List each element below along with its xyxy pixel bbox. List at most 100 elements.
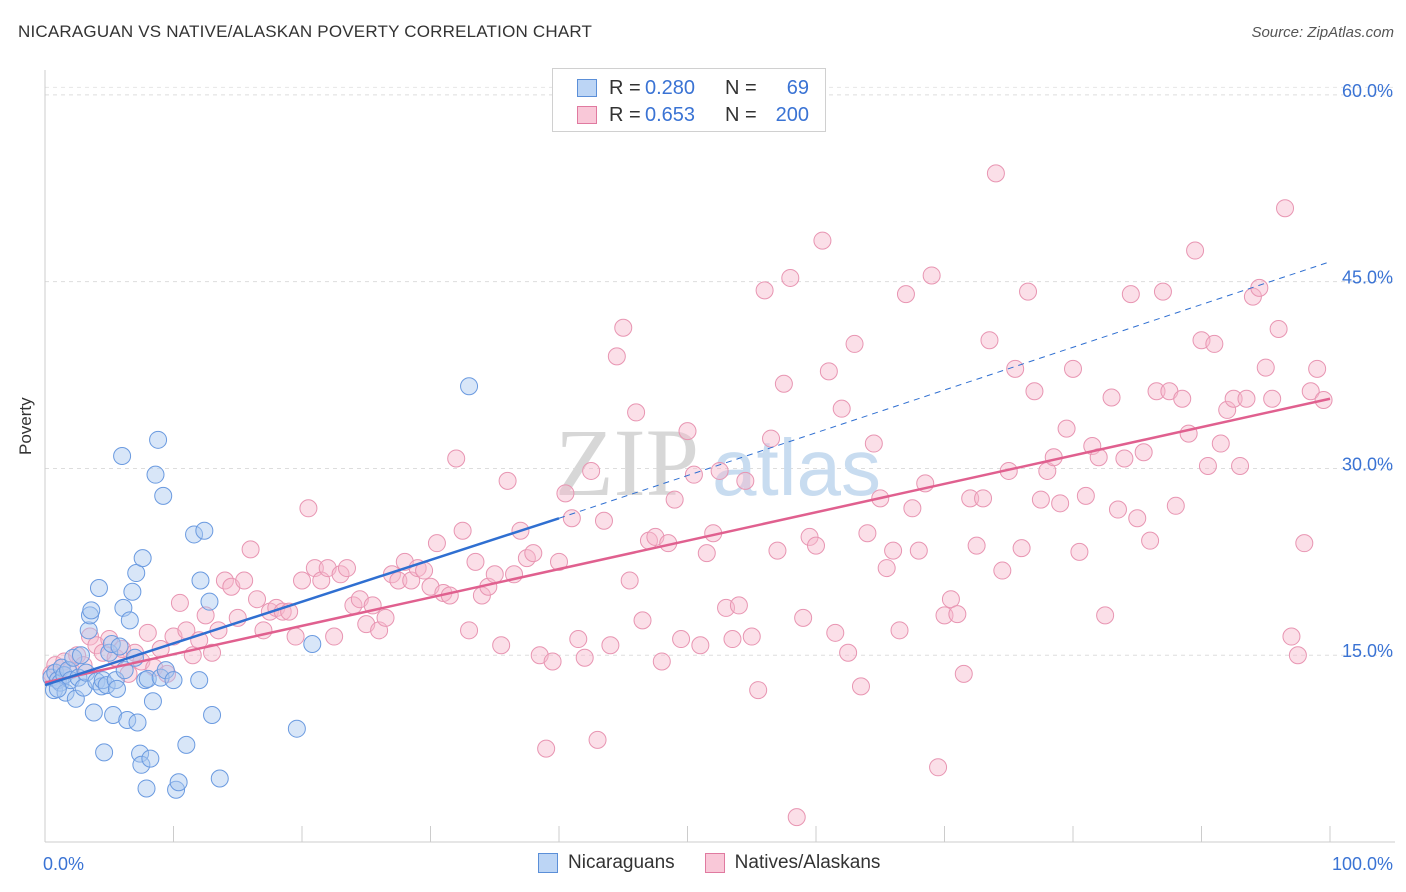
data-point-native — [1147, 382, 1166, 401]
data-point-nicaraguan — [185, 525, 204, 544]
data-point-native — [293, 571, 311, 590]
data-point-nicaraguan — [71, 646, 90, 665]
data-point-nicaraguan — [177, 735, 196, 754]
data-point-native — [235, 571, 254, 590]
data-point-nicaraguan — [113, 447, 132, 465]
data-point-nicaraguan — [195, 521, 214, 540]
data-point-native — [986, 164, 1005, 183]
data-point-native — [929, 758, 948, 777]
data-point-native — [909, 541, 928, 560]
data-point-native — [742, 627, 761, 646]
data-point-native — [601, 636, 620, 655]
data-point-nicaraguan — [156, 661, 175, 680]
legend-r-label: R = — [609, 76, 641, 99]
trend-line-natives — [44, 397, 1331, 684]
data-point-native — [858, 524, 877, 543]
data-point-nicaraguan — [149, 430, 168, 449]
data-point-native — [1134, 443, 1153, 462]
legend-item-natives[interactable]: Natives/Alaskans — [704, 852, 881, 874]
data-point-native — [819, 362, 838, 381]
data-point-nicaraguan — [154, 486, 173, 505]
data-point-native — [967, 536, 986, 555]
data-point-native — [537, 739, 556, 758]
y-tick-label: 30.0% — [1342, 454, 1393, 474]
data-point-native — [736, 471, 755, 490]
watermark: ZIP atlas — [555, 409, 881, 516]
legend-swatch-pink — [577, 106, 597, 124]
data-point-native — [1263, 389, 1282, 408]
data-point-native — [1121, 285, 1140, 304]
data-point-nicaraguan — [141, 749, 160, 768]
data-point-native — [1308, 359, 1327, 378]
data-point-native — [864, 434, 883, 453]
data-point-native — [1250, 278, 1269, 297]
legend-label-natives: Natives/Alaskans — [734, 852, 881, 873]
data-point-native — [460, 621, 479, 640]
data-point-native — [1186, 241, 1205, 260]
data-point-native — [961, 489, 980, 508]
data-point-native — [1153, 282, 1172, 301]
watermark-zip: ZIP — [555, 409, 699, 516]
data-point-native — [196, 606, 215, 625]
data-point-native — [1012, 539, 1031, 558]
data-point-native — [1115, 449, 1134, 468]
data-point-native — [1282, 627, 1301, 646]
data-point-native — [954, 664, 973, 683]
trend-line-nicaraguans-extension — [558, 261, 1331, 519]
data-point-native — [890, 621, 909, 640]
data-point-native — [389, 571, 408, 590]
data-point-native — [543, 652, 562, 671]
data-point-native — [922, 266, 941, 285]
data-point-native — [710, 461, 729, 480]
data-point-native — [697, 544, 716, 563]
data-point-native — [1076, 486, 1095, 505]
data-point-native — [492, 636, 511, 655]
data-point-nicaraguan — [128, 713, 147, 732]
legend-row-natives: R = 0.653 N = 200 — [577, 104, 809, 126]
data-point-native — [524, 544, 543, 563]
data-point-nicaraguan — [287, 719, 306, 738]
data-point-native — [427, 534, 446, 553]
data-point-nicaraguan — [303, 635, 322, 654]
data-point-native — [607, 347, 626, 366]
data-point-nicaraguan — [107, 679, 126, 698]
legend-n-value: 69 — [786, 76, 809, 99]
data-point-native — [948, 605, 967, 624]
data-point-nicaraguan — [164, 671, 183, 690]
data-point-native — [241, 540, 260, 559]
data-point-native — [1288, 646, 1307, 665]
data-point-native — [1108, 500, 1127, 519]
data-point-native — [1057, 419, 1076, 438]
data-point-native — [1295, 534, 1314, 553]
legend-n-value: 200 — [775, 103, 809, 126]
trend-line-nicaraguans — [44, 517, 560, 687]
data-point-native — [337, 559, 356, 578]
data-point-native — [1205, 334, 1224, 353]
data-point-native — [299, 499, 318, 518]
data-point-native — [286, 627, 305, 646]
legend-label-nicaraguans: Nicaraguans — [568, 852, 675, 873]
data-point-native — [203, 643, 222, 662]
legend-item-nicaraguans[interactable]: Nicaraguans — [538, 852, 675, 874]
data-point-nicaraguan — [95, 743, 114, 762]
data-point-native — [1218, 400, 1237, 419]
legend-swatch-pink — [704, 853, 725, 873]
data-point-native — [993, 561, 1012, 580]
data-point-nicaraguan — [169, 773, 188, 792]
watermark-atlas: atlas — [712, 423, 881, 512]
legend-r-value: 0.653 — [645, 103, 696, 126]
data-point-native — [1051, 494, 1070, 513]
data-point-native — [633, 611, 652, 630]
data-point-native — [453, 521, 472, 540]
data-point-native — [1276, 199, 1295, 218]
data-point-nicaraguan — [82, 601, 101, 620]
data-point-native — [832, 399, 851, 418]
data-point-nicaraguan — [87, 672, 106, 691]
data-point-native — [794, 608, 813, 627]
data-point-native — [138, 623, 157, 642]
data-point-nicaraguan — [167, 780, 186, 799]
data-point-nicaraguan — [210, 769, 229, 788]
data-point-nicaraguan — [123, 582, 142, 601]
x-tick-label: 0.0% — [43, 854, 84, 874]
legend-swatch-blue — [577, 79, 597, 97]
